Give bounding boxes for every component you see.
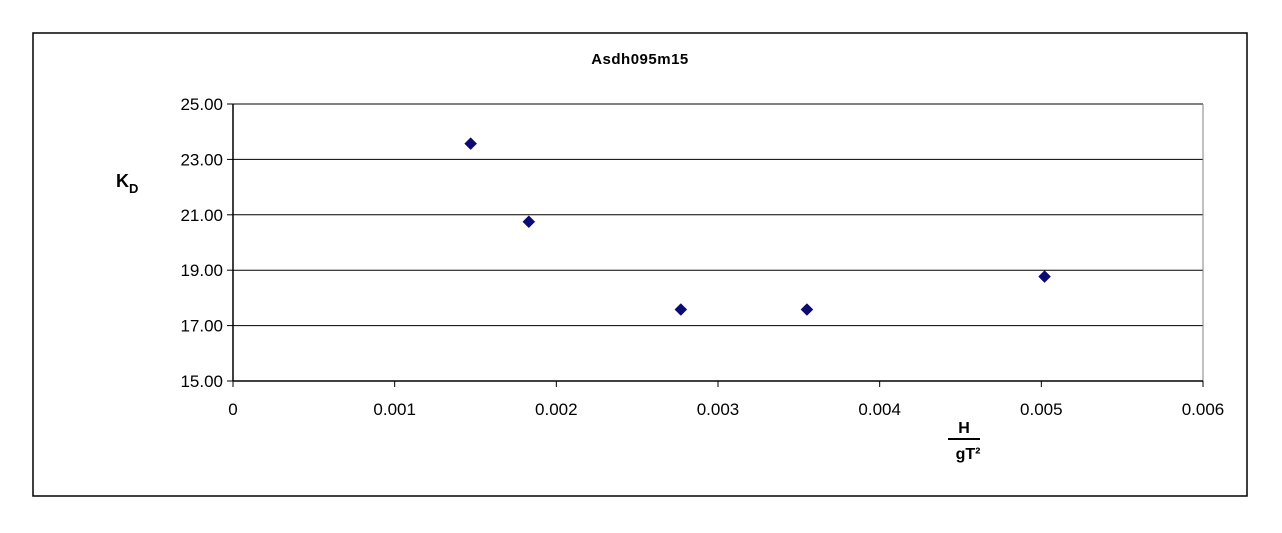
data-point bbox=[800, 303, 814, 316]
chart-border bbox=[32, 32, 1248, 497]
x-tick-label: 0.003 bbox=[697, 400, 740, 419]
data-point bbox=[674, 303, 688, 316]
y-axis-label-subscript: D bbox=[129, 181, 138, 196]
y-tick-label: 23.00 bbox=[180, 150, 223, 169]
y-axis-label: KD bbox=[116, 171, 138, 196]
x-tick-label: 0.006 bbox=[1182, 400, 1225, 419]
x-axis-label-numerator: H bbox=[958, 420, 970, 437]
data-points bbox=[464, 137, 1051, 316]
x-tick-label: 0.004 bbox=[858, 400, 901, 419]
grid-lines bbox=[233, 103, 1203, 327]
data-point bbox=[522, 215, 536, 229]
x-tick-label: 0.005 bbox=[1020, 400, 1063, 419]
y-tick-label: 19.00 bbox=[180, 261, 223, 280]
x-tick-label: 0 bbox=[228, 400, 237, 419]
x-tick-label: 0.001 bbox=[373, 400, 416, 419]
chart-title: Asdh095m15 bbox=[591, 51, 689, 68]
data-point bbox=[1038, 270, 1051, 283]
x-tick-label: 0.002 bbox=[535, 400, 578, 419]
y-tick-label: 15.00 bbox=[180, 372, 223, 391]
axes bbox=[227, 103, 1204, 387]
y-tick-label: 17.00 bbox=[180, 317, 223, 336]
data-point bbox=[464, 137, 478, 150]
y-tick-labels: 15.00 17.00 19.00 21.00 23.00 25.00 bbox=[180, 95, 223, 391]
y-tick-label: 25.00 bbox=[180, 95, 223, 114]
x-axis-label-denominator: gT² bbox=[956, 446, 981, 463]
y-axis-label-main: K bbox=[116, 171, 129, 191]
x-tick-labels: 0 0.001 0.002 0.003 0.004 0.005 0.006 bbox=[228, 400, 1224, 419]
x-axis-label: H gT² bbox=[948, 420, 980, 463]
y-tick-label: 21.00 bbox=[180, 206, 223, 225]
